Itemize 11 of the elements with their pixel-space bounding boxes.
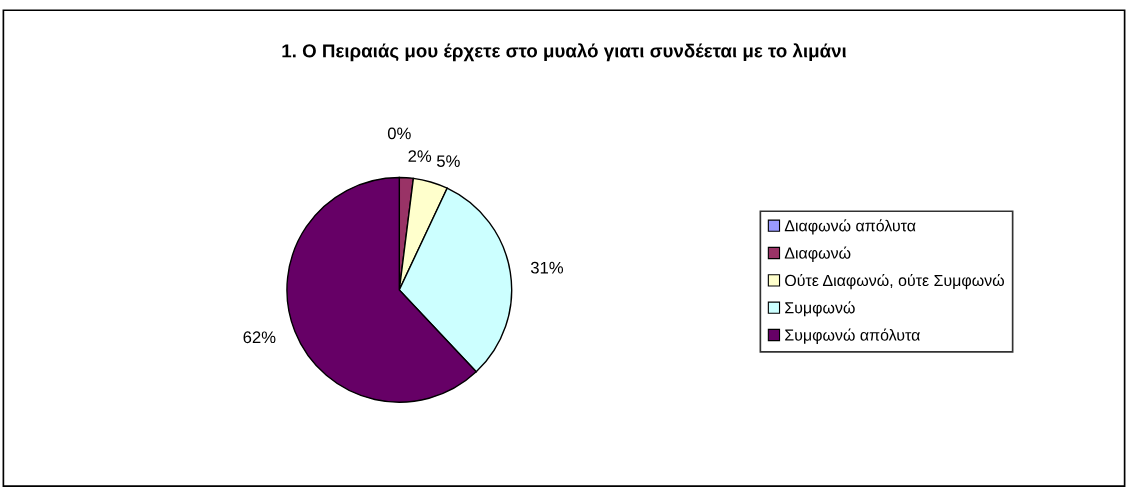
legend-label: Συμφωνώ απόλυτα — [785, 328, 920, 344]
chart-title: 1. Ο Πειραιάς μου έρχετε στο μυαλό γιατι συνδέεται με το λιμάνι — [282, 43, 847, 62]
legend-label: Ούτε Διαφωνώ, ούτε Συμφωνώ — [785, 273, 1004, 290]
legend-label: Συμφωνώ — [785, 301, 855, 317]
data-label: 2% — [408, 150, 432, 162]
text: 0% — [387, 127, 411, 140]
data-label: 62% — [243, 331, 276, 344]
data-label: 31% — [530, 261, 564, 274]
legend-label: Διαφωνώ απόλυτα — [784, 219, 916, 235]
data-label: 5% — [436, 155, 460, 168]
legend-label: Διαφωνώ — [784, 246, 851, 262]
